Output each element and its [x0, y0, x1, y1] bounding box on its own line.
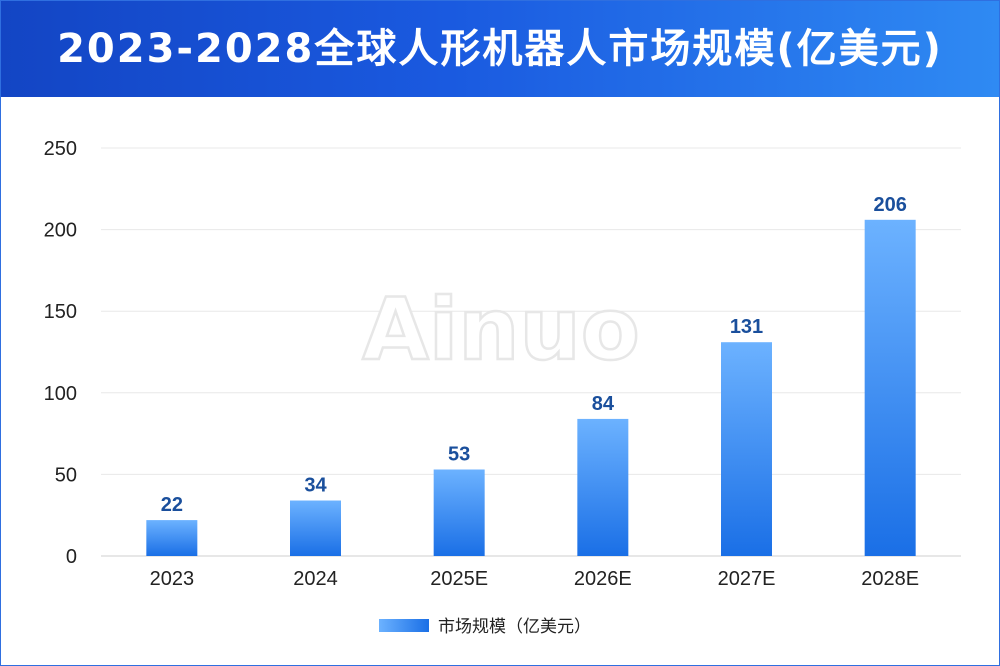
y-tick-label: 100 — [44, 383, 77, 405]
y-tick-label: 0 — [66, 546, 77, 568]
bar-2024 — [290, 500, 341, 556]
value-label-2024: 34 — [304, 475, 327, 497]
watermark-text: Ainuo — [362, 280, 640, 380]
x-tick-label-2026E: 2026E — [574, 568, 632, 590]
gridlines — [101, 147, 961, 557]
value-label-2023: 22 — [161, 494, 183, 516]
bars — [146, 219, 916, 557]
title-banner: 2023-2028全球人形机器人市场规模(亿美元) — [1, 1, 999, 97]
bar-2028E — [864, 219, 916, 557]
y-axis-ticks: 0 50 100 150 200 250 — [44, 138, 77, 568]
x-tick-label-2027E: 2027E — [718, 568, 776, 590]
bar-2027E — [721, 342, 772, 556]
legend-swatch — [379, 619, 429, 632]
x-tick-label-2024: 2024 — [293, 568, 338, 590]
x-axis-ticks: 2023 2024 2025E 2026E 2027E 2028E — [150, 568, 920, 590]
value-label-2028E: 206 — [873, 194, 906, 216]
y-tick-label: 150 — [44, 301, 77, 323]
chart-title: 2023-2028全球人形机器人市场规模(亿美元) — [57, 26, 943, 72]
value-label-2027E: 131 — [730, 316, 763, 338]
bar-2023 — [146, 520, 198, 556]
value-labels: 22 34 53 84 131 206 — [161, 194, 907, 516]
y-tick-label: 200 — [44, 220, 77, 242]
x-tick-label-2023: 2023 — [150, 568, 195, 590]
value-label-2026E: 84 — [592, 393, 615, 415]
y-tick-label: 250 — [44, 138, 77, 160]
x-tick-label-2028E: 2028E — [861, 568, 919, 590]
x-tick-label-2025E: 2025E — [430, 568, 488, 590]
y-tick-label: 50 — [55, 464, 77, 486]
legend: 市场规模（亿美元） — [379, 617, 591, 637]
bar-2025E — [433, 469, 485, 556]
value-label-2025E: 53 — [448, 444, 470, 466]
bar-2026E — [577, 418, 629, 556]
legend-label: 市场规模（亿美元） — [438, 617, 591, 637]
